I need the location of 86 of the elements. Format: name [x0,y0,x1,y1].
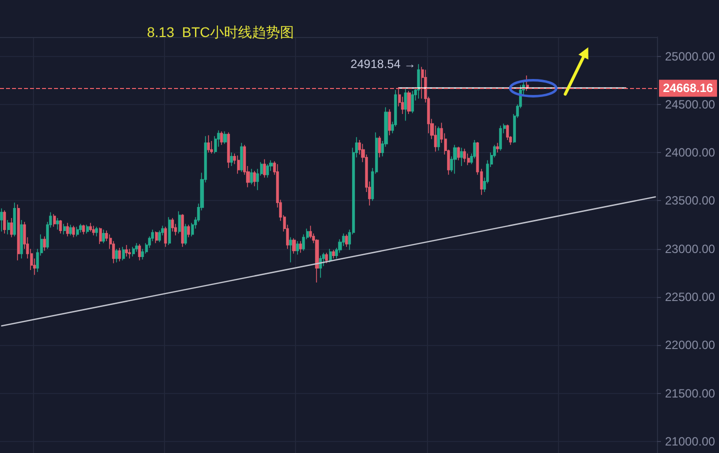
candlestick [125,244,128,257]
candlestick [164,226,167,248]
candlestick [118,247,121,262]
candlestick [53,214,56,228]
candlestick [13,202,16,237]
candlestick [20,220,23,259]
candlestick [299,240,302,254]
candlestick [89,222,92,232]
y-tick-label: 21500.00 [665,386,716,400]
candlestick [3,210,6,234]
candlestick [95,226,98,237]
candlestick [411,90,414,114]
candlestick [240,142,243,172]
candlestick [135,242,138,252]
candlestick [230,152,233,166]
candlestick [17,204,20,261]
candlestick [253,170,256,187]
candlestick [437,126,440,152]
y-tick-label: 21000.00 [665,434,716,448]
candlestick [378,136,381,158]
candlestick [460,147,463,166]
candlestick [76,226,79,237]
candlestick [72,225,75,238]
candlestick [319,255,322,278]
candlestick [289,236,292,263]
candlestick [171,218,174,232]
candlestick [132,246,135,257]
candlestick [59,220,62,234]
candlestick [138,244,141,261]
candlestick [296,240,299,256]
candlestick [453,144,457,174]
candlestick [309,225,312,239]
candlestick [99,227,102,244]
candlestick [86,224,89,234]
candlestick [181,214,184,248]
candlestick [496,142,499,153]
candlestick [0,208,3,232]
candlestick [263,158,266,178]
chart-title: 8.13 BTC小时线趋势图 [147,24,294,40]
candlestick [266,164,269,178]
candlestick [155,231,158,244]
candlestick [237,155,240,174]
candlestick [332,249,335,259]
annotation: 24918.54 → [350,57,416,72]
candlestick [388,108,391,136]
candlestick [404,88,407,122]
candlestick [417,64,420,100]
candlestick [168,216,171,246]
y-tick-label: 24000.00 [665,146,716,160]
candlestick [178,210,181,234]
candlestick [187,224,190,238]
candlestick [122,246,125,261]
candlestick [115,248,118,263]
candlestick [463,148,466,163]
candlestick [56,218,59,230]
candlestick [69,224,72,236]
candlestick [329,248,332,263]
candlestick [227,132,230,168]
candlestick [207,134,210,153]
candlestick [63,223,66,235]
y-tick-label: 22500.00 [665,290,716,304]
y-tick-label: 22000.00 [665,338,716,352]
candlestick [499,125,502,152]
y-tick-label: 23000.00 [665,242,716,256]
candlestick [10,218,13,238]
candlestick [220,130,223,146]
candlestick [92,225,95,236]
candlestick [128,248,131,259]
candlestick [82,224,85,235]
candlestick [7,220,10,235]
ref-line-label: 24668.16 [663,81,714,96]
candlestick [250,168,253,185]
y-tick-label: 23500.00 [665,194,716,208]
candlestick [407,90,411,114]
candlestick [223,130,227,144]
candlestick [66,222,69,237]
y-tick-label: 24500.00 [665,97,716,112]
candlestick [325,252,328,264]
candlestick [345,234,348,248]
candlestick [457,146,460,161]
candlestick [102,229,105,244]
y-tick-label: 25000.00 [665,49,716,64]
candlestick [79,223,82,233]
candlestick [43,236,46,252]
candlestick [292,238,296,254]
candlestick [184,223,187,246]
